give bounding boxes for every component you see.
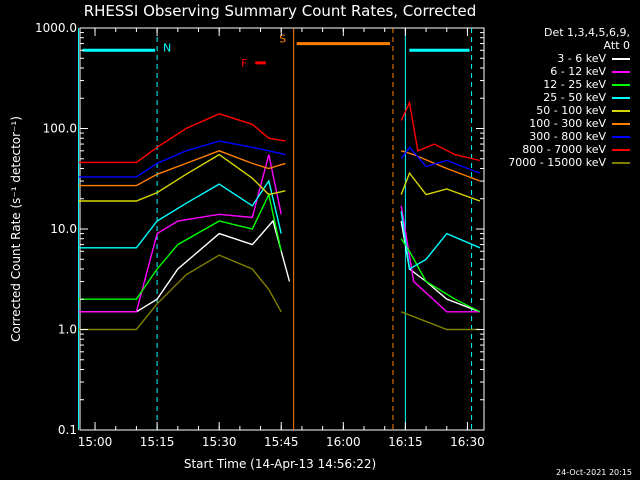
legend-entry-label: 7000 - 15000 keV xyxy=(508,156,606,169)
legend-entry-label: 50 - 100 keV xyxy=(536,104,606,117)
x-tick-label: 15:00 xyxy=(78,435,113,449)
legend-entry: 25 - 50 keV xyxy=(508,91,630,104)
series-line-8 xyxy=(78,254,480,331)
legend-swatch xyxy=(612,57,630,60)
y-axis-label: Corrected Count Rate (s⁻¹ detector⁻¹) xyxy=(9,116,23,342)
y-tick-label: 1000.0 xyxy=(35,21,77,35)
legend-entry-label: 6 - 12 keV xyxy=(550,65,606,78)
x-tick-label: 16:15 xyxy=(388,435,423,449)
x-axis-label: Start Time (14-Apr-13 14:56:22) xyxy=(184,457,376,471)
axes-layer: 0.1 1.0 10.0 100.0 1000.0 15:00 15:15 15:30 15:4… xyxy=(35,21,485,449)
series-line-5 xyxy=(78,150,481,187)
x-tick-label: 16:00 xyxy=(326,435,361,449)
legend-entry: 100 - 300 keV xyxy=(508,117,630,130)
flare-label: F xyxy=(241,57,247,70)
x-tick-label: 15:15 xyxy=(140,435,175,449)
plot-frame xyxy=(79,27,485,431)
y-tick-label: 0.1 xyxy=(58,423,77,437)
legend-entry-label: 100 - 300 keV xyxy=(529,117,606,130)
series-layer xyxy=(78,100,481,331)
legend-entry: 6 - 12 keV xyxy=(508,65,630,78)
chart-title: RHESSI Observing Summary Count Rates, Co… xyxy=(84,2,477,20)
series-line-2 xyxy=(78,192,481,313)
annotation-layer: N S F xyxy=(77,28,473,430)
legend-entry: 800 - 7000 keV xyxy=(508,143,630,156)
legend-entry: 3 - 6 keV xyxy=(508,52,630,65)
legend-entry: 12 - 25 keV xyxy=(508,78,630,91)
legend-entry: 50 - 100 keV xyxy=(508,104,630,117)
legend-rows: 3 - 6 keV 6 - 12 keV 12 - 25 keV 25 - 50 ke… xyxy=(508,52,630,169)
night-label: N xyxy=(163,41,171,54)
legend-swatch xyxy=(612,70,630,73)
legend-entry: 7000 - 15000 keV xyxy=(508,156,630,169)
series-line-1 xyxy=(78,154,480,313)
legend-entry-label: 25 - 50 keV xyxy=(543,91,606,104)
x-tick-label: 16:30 xyxy=(450,435,485,449)
series-line-4 xyxy=(78,153,481,202)
legend-title-line-1: Det 1,3,4,5,6,9, xyxy=(543,26,630,39)
saa-label: S xyxy=(279,33,286,46)
legend-swatch xyxy=(612,96,630,99)
legend-swatch xyxy=(612,83,630,86)
series-line-3 xyxy=(78,179,481,271)
legend-entry-label: 3 - 6 keV xyxy=(557,52,606,65)
legend-swatch xyxy=(612,109,630,112)
legend-swatch xyxy=(612,148,630,151)
footer-timestamp: 24-Oct-2021 20:15 xyxy=(556,468,632,477)
legend-swatch xyxy=(612,161,630,164)
legend: Det 1,3,4,5,6,9, Att 0 3 - 6 keV 6 - 12 k… xyxy=(508,26,630,169)
legend-entry-label: 300 - 800 keV xyxy=(529,130,606,143)
y-tick-label: 100.0 xyxy=(43,122,77,136)
legend-swatch xyxy=(612,122,630,125)
series-line-7 xyxy=(78,100,481,164)
y-tick-label: 10.0 xyxy=(50,222,77,236)
legend-swatch xyxy=(612,135,630,138)
series-line-6 xyxy=(78,140,481,178)
legend-title-line-2: Att 0 xyxy=(603,39,630,52)
x-tick-label: 15:45 xyxy=(264,435,299,449)
series-line-0 xyxy=(78,219,481,313)
legend-entry: 300 - 800 keV xyxy=(508,130,630,143)
legend-entry-label: 12 - 25 keV xyxy=(543,78,606,91)
y-tick-label: 1.0 xyxy=(58,323,77,337)
legend-entry-label: 800 - 7000 keV xyxy=(522,143,606,156)
x-tick-label: 15:30 xyxy=(202,435,237,449)
